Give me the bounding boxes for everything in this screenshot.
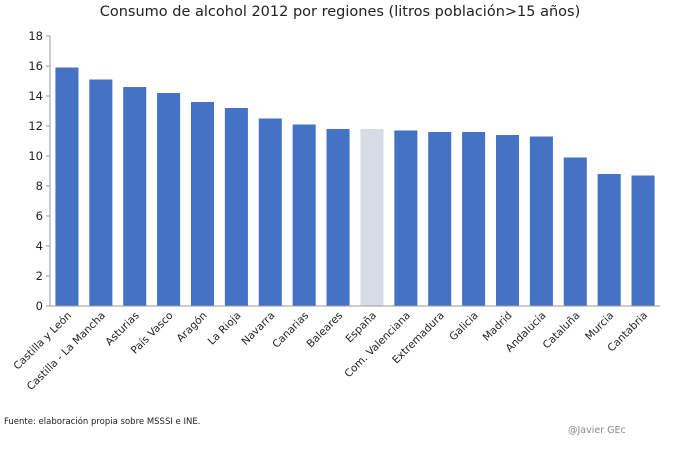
y-axis: 0 2 4 6 8 10 12 14 16 18: [28, 29, 51, 313]
x-tick-label: Baleares: [305, 310, 346, 351]
y-tick-label: 6: [36, 209, 43, 223]
x-tick-label: Canarias: [270, 310, 311, 351]
y-tick-label: 10: [28, 149, 43, 163]
bar-cataluña: [563, 157, 587, 306]
y-tick-label: 14: [28, 89, 43, 103]
bar-la-rioja: [224, 108, 248, 306]
bar-canarias: [292, 124, 316, 306]
source-note: Fuente: elaboración propia sobre MSSSI e…: [4, 417, 201, 427]
x-tick-label: Madrid: [481, 310, 515, 344]
bar-com-valenciana: [394, 130, 418, 306]
x-tick-label: Galicia: [447, 310, 481, 344]
y-tick-label: 16: [28, 59, 43, 73]
chart-title: Consumo de alcohol 2012 por regiones (li…: [99, 4, 581, 20]
bar-galicia: [462, 132, 486, 306]
bar-españa: [360, 129, 384, 306]
bar-navarra: [258, 118, 282, 306]
bar-extremadura: [428, 132, 452, 306]
x-tick-label: La Rioja: [206, 310, 244, 348]
bar-aragón: [190, 102, 215, 306]
y-tick-label: 8: [36, 179, 43, 193]
y-tick-label: 18: [28, 29, 43, 43]
x-tick-label: Aragón: [174, 310, 209, 345]
bar-cantabria: [631, 175, 655, 306]
bar-castilla-y-león: [55, 67, 79, 306]
bar-asturias: [123, 87, 147, 306]
bar-país-vasco: [157, 93, 181, 306]
x-tick-label: Cataluña: [541, 310, 583, 352]
bar-andalucía: [529, 136, 553, 306]
y-tick-label: 2: [36, 269, 43, 283]
bar-murcia: [597, 174, 621, 306]
y-tick-label: 4: [36, 239, 43, 253]
y-tick-label: 0: [36, 299, 43, 313]
bars-group: [55, 67, 655, 306]
x-tick-label: Castilla y León: [11, 310, 74, 373]
x-tick-label: Murcia: [583, 310, 616, 343]
bar-baleares: [326, 129, 350, 306]
bar-castilla-la-mancha: [89, 79, 113, 306]
author-credit: @Javier GEc: [568, 425, 626, 436]
y-tick-label: 12: [28, 119, 43, 133]
bar-madrid: [495, 135, 520, 306]
